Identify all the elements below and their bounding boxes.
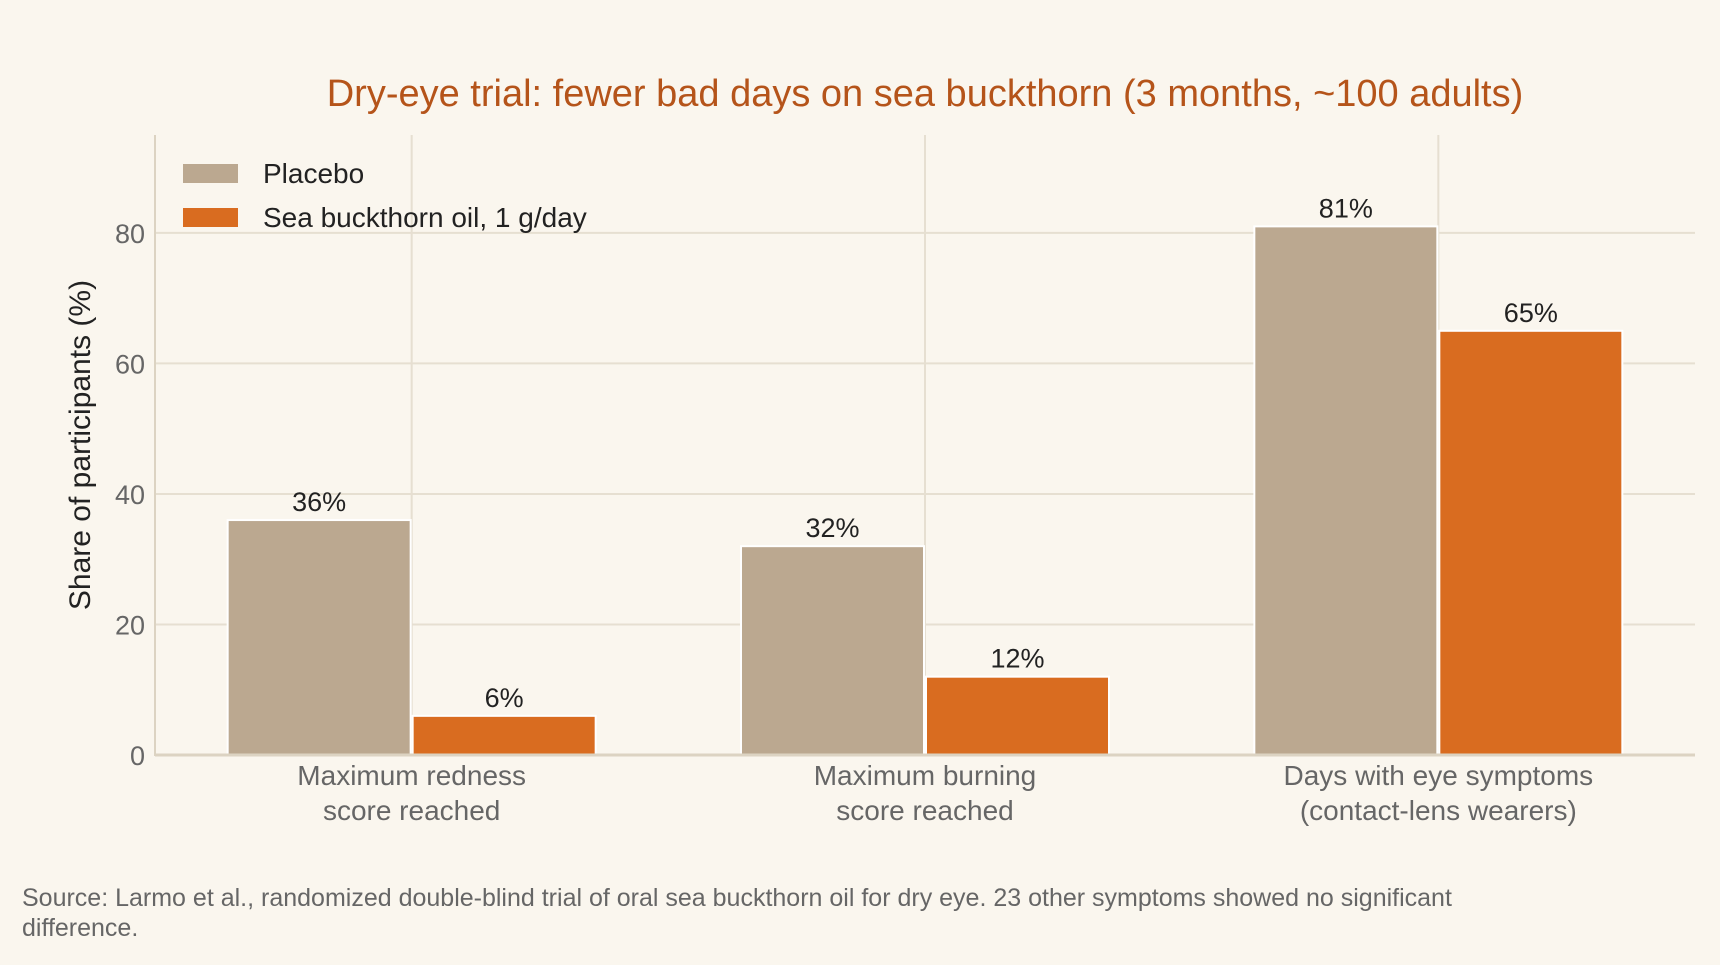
bar-placebo-0 xyxy=(226,519,412,756)
x-category-label-2-line-0: Days with eye symptoms xyxy=(1284,760,1594,791)
x-category-label-1-line-1: score reached xyxy=(836,795,1013,826)
legend-label-sea-buckthorn: Sea buckthorn oil, 1 g/day xyxy=(263,202,587,233)
y-tick-0: 0 xyxy=(130,741,145,771)
value-label-placebo-2: 81% xyxy=(1319,193,1373,223)
y-axis-label: Share of participants (%) xyxy=(64,280,97,610)
value-label-sea-buckthorn-0: 6% xyxy=(485,683,524,713)
bar-placebo-1 xyxy=(740,545,925,756)
legend-swatch-placebo xyxy=(183,164,238,183)
value-label-sea-buckthorn-1: 12% xyxy=(990,644,1044,674)
bar-sea-buckthorn-2 xyxy=(1438,329,1624,756)
bar-placebo-2 xyxy=(1253,225,1439,757)
y-tick-60: 60 xyxy=(115,349,145,379)
bar-sea-buckthorn-0 xyxy=(411,714,597,756)
y-tick-labels: 0 20 40 60 80 xyxy=(115,219,145,771)
bar-sea-buckthorn-1 xyxy=(925,675,1110,756)
x-category-label-0-line-1: score reached xyxy=(323,795,500,826)
source-note-line-2: difference. xyxy=(22,914,138,942)
y-tick-80: 80 xyxy=(115,219,145,249)
legend-label-placebo: Placebo xyxy=(263,158,364,189)
y-tick-40: 40 xyxy=(115,480,145,510)
source-note-line-1: Source: Larmo et al., randomized double-… xyxy=(22,884,1452,912)
value-label-placebo-1: 32% xyxy=(805,513,859,543)
value-label-sea-buckthorn-2: 65% xyxy=(1504,298,1558,328)
value-label-placebo-0: 36% xyxy=(292,487,346,517)
x-category-label-2-line-1: (contact-lens wearers) xyxy=(1300,795,1577,826)
axes xyxy=(154,135,1695,757)
legend-swatch-sea-buckthorn xyxy=(183,208,238,227)
bar-value-labels: 36% 32% 81% 6% 12% 65% xyxy=(292,193,1558,712)
y-tick-20: 20 xyxy=(115,610,145,640)
chart-title: Dry-eye trial: fewer bad days on sea buc… xyxy=(327,73,1524,115)
legend: Placebo Sea buckthorn oil, 1 g/day xyxy=(183,158,587,233)
x-category-labels: Maximum redness score reached Maximum burn… xyxy=(297,760,1593,826)
x-category-label-1-line-0: Maximum burning xyxy=(814,760,1037,791)
x-category-label-0-line-0: Maximum redness xyxy=(297,760,526,791)
